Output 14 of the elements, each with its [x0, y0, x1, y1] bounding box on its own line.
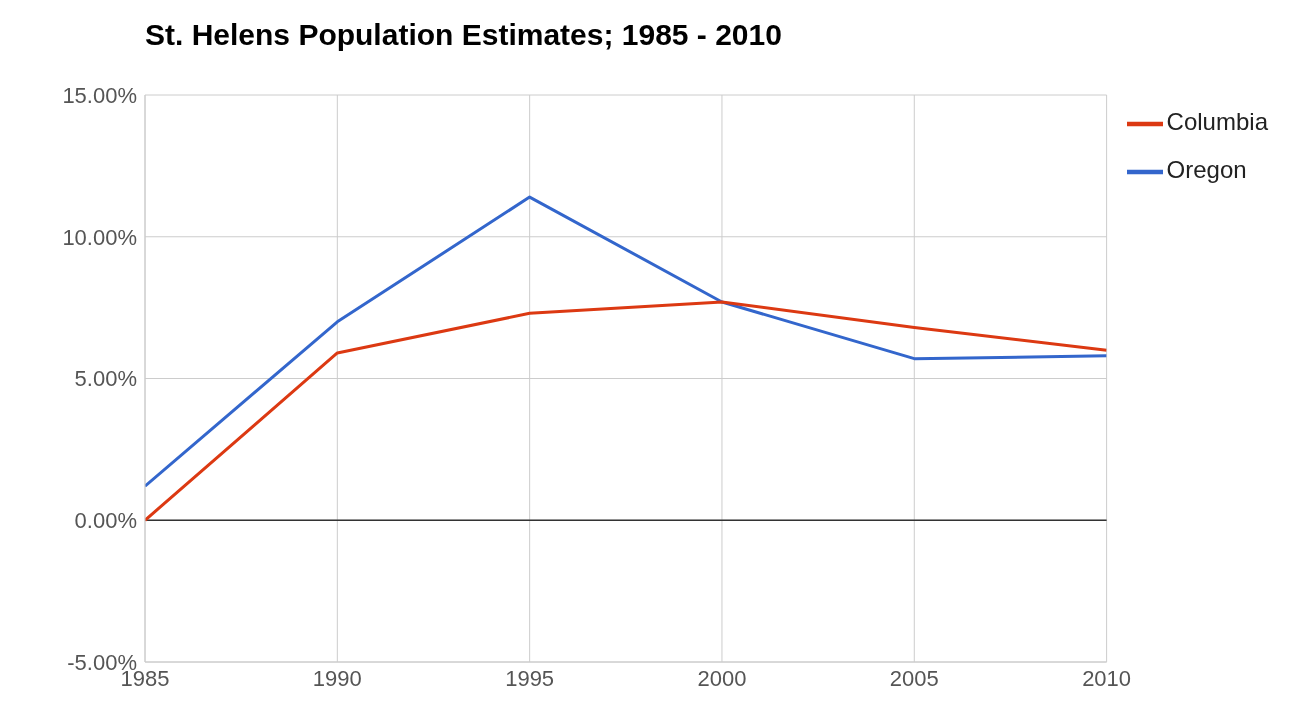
legend-label: Oregon — [1166, 156, 1247, 183]
x-tick-label: 2010 — [1082, 665, 1132, 691]
legend-label: Columbia — [1166, 108, 1268, 135]
y-tick-label: 15.00% — [62, 82, 137, 108]
y-tick-label: 0.00% — [74, 508, 137, 534]
x-tick-label: 1995 — [505, 665, 555, 691]
x-tick-label: 2005 — [889, 665, 939, 691]
x-tick-label: 2000 — [697, 665, 747, 691]
x-tick-label: 1990 — [312, 665, 362, 691]
y-tick-label: 5.00% — [74, 366, 137, 392]
line-series — [145, 300, 1107, 522]
chart-title: St. Helens Population Estimates; 1985 - 2010 — [145, 18, 782, 52]
y-tick-label: 10.00% — [62, 224, 137, 250]
line-series — [145, 195, 1107, 488]
